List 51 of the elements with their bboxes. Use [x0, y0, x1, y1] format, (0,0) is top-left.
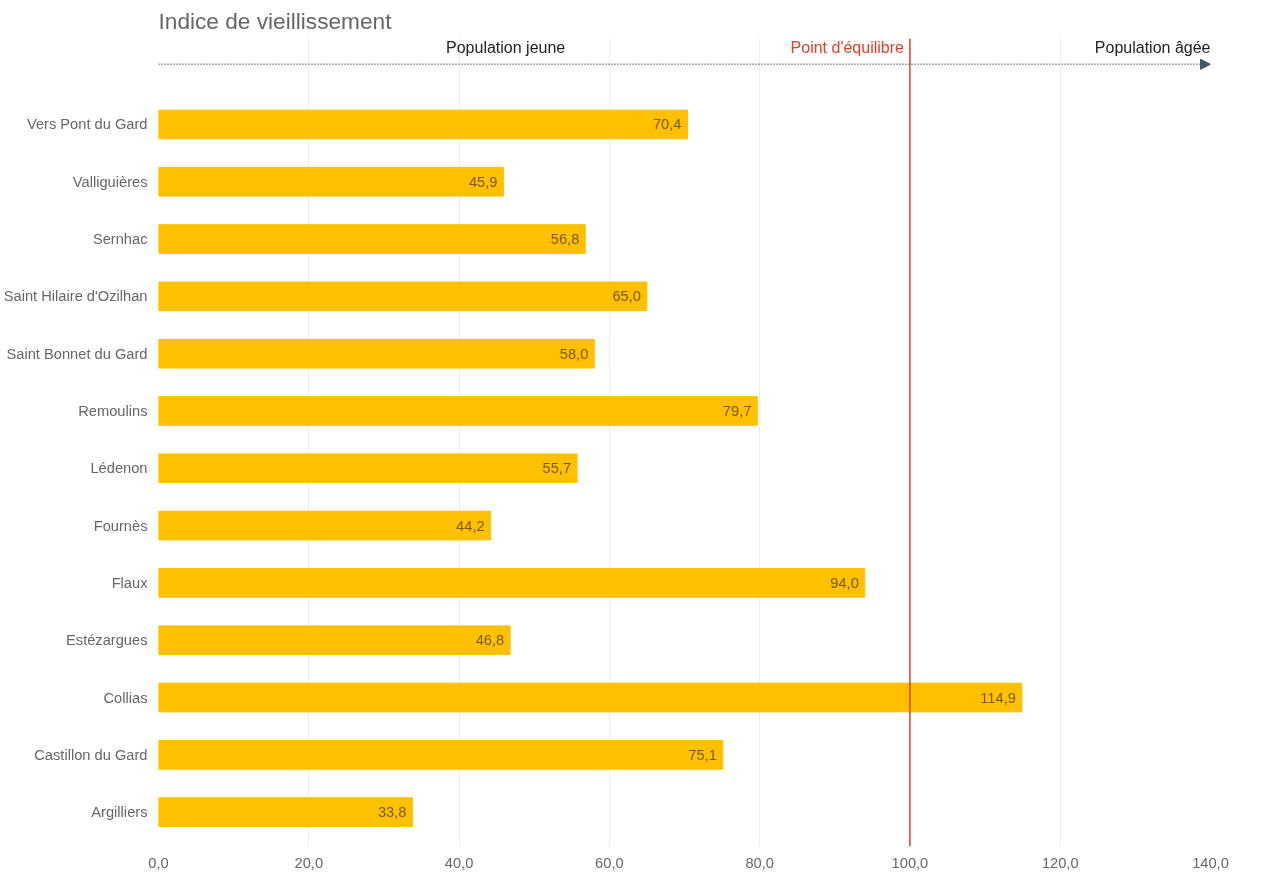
y-tick-label: Vers Pont du Gard — [26, 116, 148, 133]
data-label: 65,0 — [612, 288, 641, 305]
data-label: 75,1 — [688, 746, 717, 763]
data-label: 45,9 — [468, 173, 498, 190]
bar — [158, 568, 866, 598]
bar — [158, 453, 578, 484]
data-label: 46,8 — [475, 632, 505, 649]
x-tick-label: 0,0 — [148, 854, 169, 871]
bar — [158, 109, 689, 140]
y-tick-label: Castillon du Gard — [34, 746, 148, 763]
y-tick-label: Sernhac — [92, 231, 148, 248]
bar — [158, 797, 413, 827]
y-tick-label: Remoulins — [78, 402, 148, 419]
y-tick-label: Argilliers — [91, 804, 148, 821]
y-tick-label: Fournès — [93, 517, 148, 534]
ref-line-label: Point d'équilibre — [790, 38, 905, 56]
y-tick-label: Collias — [103, 689, 148, 706]
x-tick-label: 60,0 — [595, 854, 624, 871]
x-tick-label: 20,0 — [294, 854, 324, 871]
y-tick-label: Lédenon — [90, 460, 148, 477]
data-label: 58,0 — [559, 345, 589, 362]
x-tick-label: 100,0 — [891, 854, 929, 871]
y-tick-label: Flaux — [111, 574, 149, 591]
bar — [158, 281, 648, 312]
data-label: 55,7 — [542, 460, 572, 477]
x-tick-label: 80,0 — [745, 854, 774, 871]
x-tick-label: 40,0 — [444, 854, 474, 871]
y-tick-label: Saint Bonnet du Gard — [6, 345, 148, 362]
text: Population âgée — [1094, 38, 1211, 56]
chart-title: Indice de vieillissement — [158, 7, 393, 34]
bar — [158, 682, 1023, 713]
bar — [158, 510, 492, 541]
bar — [158, 224, 586, 254]
bar — [158, 396, 758, 426]
data-label: 56,8 — [550, 231, 580, 248]
bar — [158, 625, 511, 656]
x-tick-label: 140,0 — [1192, 854, 1229, 871]
data-label: 94,0 — [830, 574, 859, 591]
bar — [158, 739, 724, 770]
data-label: 79,7 — [722, 402, 752, 419]
y-tick-label: Saint Hilaire d'Ozilhan — [3, 288, 148, 305]
data-label: 114,9 — [980, 689, 1016, 706]
text: Population jeune — [446, 38, 566, 56]
data-label: 44,2 — [456, 517, 485, 534]
y-tick-label: Estézargues — [66, 632, 148, 649]
x-tick-label: 120,0 — [1041, 854, 1079, 871]
data-label: 70,4 — [652, 116, 682, 133]
bar — [158, 166, 504, 197]
bar — [158, 338, 595, 369]
y-tick-label: Valliguières — [72, 173, 148, 190]
data-label: 33,8 — [377, 804, 407, 821]
